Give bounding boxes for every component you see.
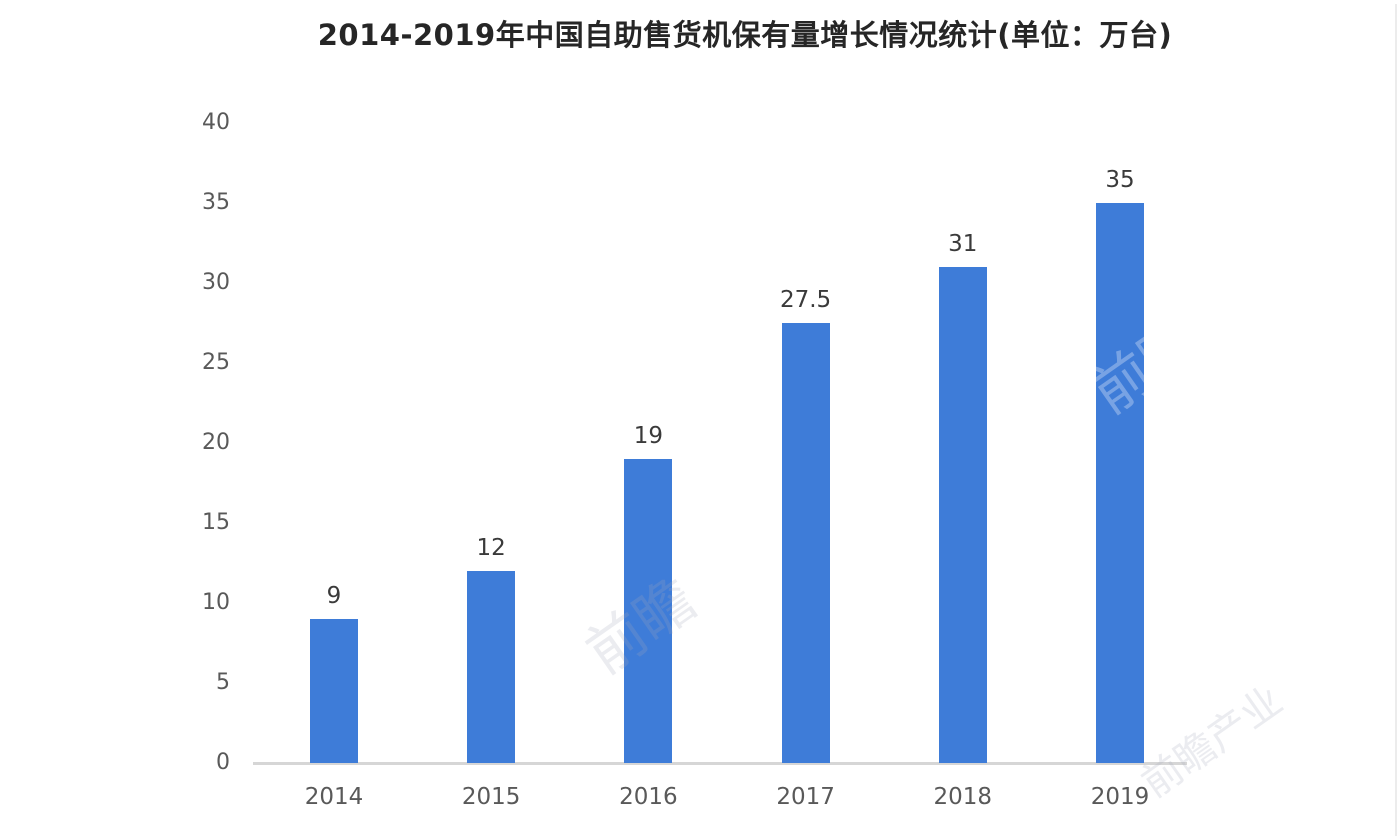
y-tick-label-0: 0: [216, 750, 230, 775]
y-tick-label-25: 25: [202, 350, 230, 375]
x-tick-label-2019: 2019: [1090, 784, 1150, 810]
bar-2016: [624, 459, 673, 763]
y-tick-label-20: 20: [202, 430, 230, 455]
y-tick-label-30: 30: [202, 270, 230, 295]
bar-2018: [938, 267, 987, 763]
bar-value-label-2016: 19: [633, 423, 664, 449]
bar-2015: [467, 571, 516, 763]
x-tick-label-2017: 2017: [776, 784, 835, 810]
bar-value-label-2018: 31: [948, 231, 978, 257]
x-tick-label-2018: 2018: [933, 784, 993, 810]
x-tick-label-2014: 2014: [304, 784, 364, 810]
x-tick-label-2016: 2016: [619, 784, 678, 810]
x-tick-label-2015: 2015: [461, 784, 521, 810]
bar-2017: [781, 323, 830, 763]
bar-value-label-2015: 12: [476, 535, 506, 561]
x-axis-line: [253, 762, 1187, 765]
bar-value-label-2014: 9: [326, 583, 342, 609]
y-tick-label-10: 10: [202, 590, 230, 615]
y-tick-label-15: 15: [202, 510, 230, 535]
bar-2019: [1096, 203, 1144, 763]
bar-2014: [310, 619, 358, 763]
bar-value-label-2017: 27.5: [779, 287, 832, 313]
y-tick-label-35: 35: [202, 190, 230, 215]
bar-value-label-2019: 35: [1105, 167, 1135, 193]
y-tick-label-40: 40: [202, 110, 230, 135]
chart-title: 2014-2019年中国自助售货机保有量增长情况统计(单位：万台): [317, 18, 1173, 52]
y-tick-label-5: 5: [216, 670, 230, 695]
page-edge-line: [1395, 4, 1397, 836]
